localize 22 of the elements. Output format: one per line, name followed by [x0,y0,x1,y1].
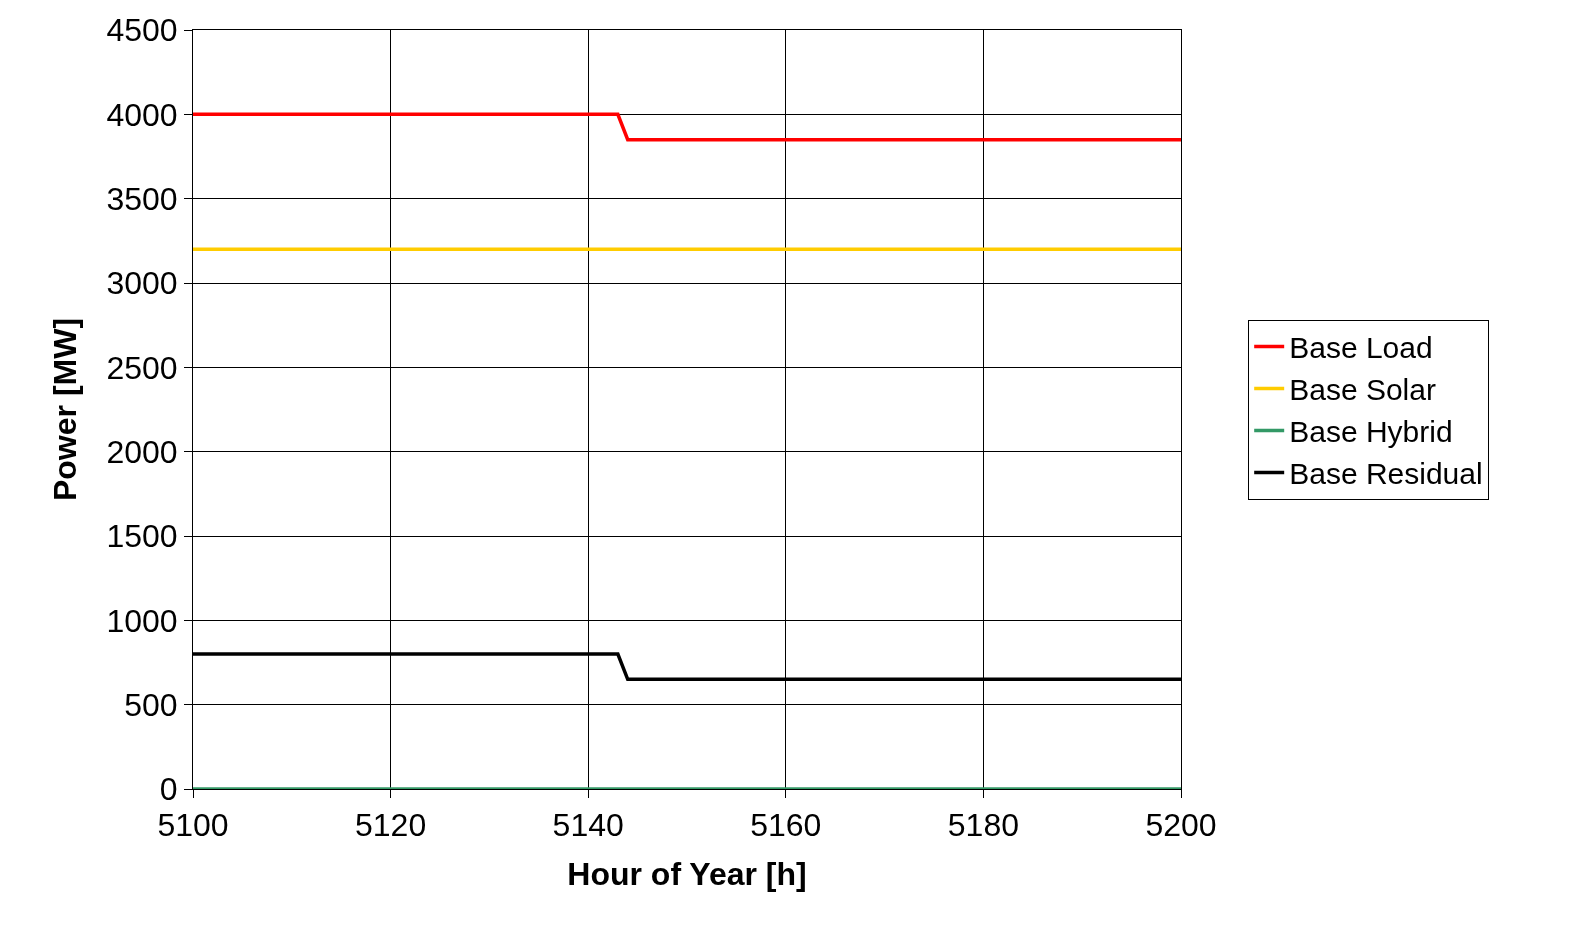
y-tick-label: 3000 [106,265,178,302]
y-axis-title: Power [MW] [46,317,83,502]
y-tick-label: 500 [124,686,178,723]
x-tick-label: 5160 [750,807,822,844]
y-tick-label: 2000 [106,433,178,470]
y-tick-label: 0 [159,771,178,808]
y-tick-label: 1500 [106,518,178,555]
x-tick-label: 5100 [157,807,229,844]
y-tick-label: 4500 [106,12,178,49]
legend-label: Base Residual [1289,457,1483,491]
legend-label: Base Load [1289,331,1433,365]
legend-label: Base Hybrid [1289,415,1453,449]
y-tick-label: 4000 [106,96,178,133]
x-tick-label: 5200 [1145,807,1217,844]
x-tick-label: 5140 [552,807,624,844]
y-tick-label: 3500 [106,180,178,217]
legend-label: Base Solar [1289,373,1436,407]
y-tick-label: 2500 [106,349,178,386]
x-axis-title: Hour of Year [h] [567,856,807,893]
x-tick-label: 5120 [355,807,427,844]
y-tick-label: 1000 [106,602,178,639]
x-tick-label: 5180 [947,807,1019,844]
